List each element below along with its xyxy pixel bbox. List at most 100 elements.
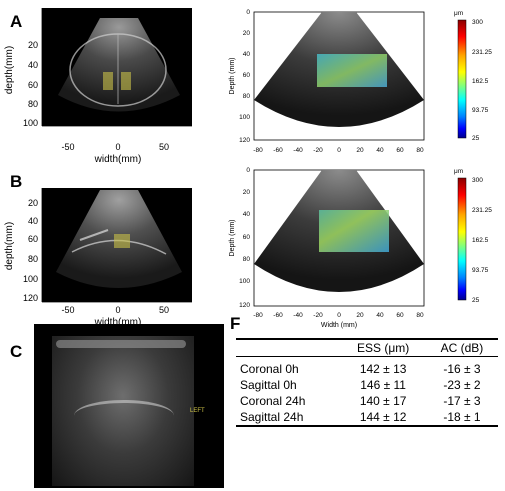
- panel-b-y-tick: 20: [28, 198, 38, 208]
- panel-a-y-tick: 40: [28, 60, 38, 70]
- panel-b-y-ticks: 20 40 60 80 100 120: [23, 198, 38, 303]
- panel-e-colorbar-tick: 162.5: [472, 237, 489, 244]
- panel-c-side-text: LEFT: [190, 408, 205, 414]
- panel-d-x-tick: -80: [253, 147, 263, 154]
- panel-a-ultrasound-plot: 20 40 60 80 100 -50 0 50 width(mm) depth…: [4, 8, 192, 165]
- table-row: Coronal 24h 140 ± 17 -17 ± 3: [236, 393, 498, 409]
- panel-label-f: F: [230, 314, 241, 333]
- panel-e-y-ticks: 0 20 40 60 80 100 120: [239, 167, 250, 309]
- panel-e-x-tick: -40: [293, 312, 303, 319]
- panel-b-x-ticks: -50 0 50: [61, 305, 169, 315]
- panel-d-colorbar-tick: 25: [472, 135, 480, 142]
- panel-label-c: C: [10, 342, 23, 361]
- panel-d-colorbar: [457, 19, 467, 139]
- panel-d-elastography-plot: 0 20 40 60 80 100 120 -80 -60 -40 -20 0 …: [229, 9, 492, 154]
- panel-e-y-tick: 20: [243, 189, 251, 196]
- table-header-cell: [236, 340, 340, 357]
- panel-a-x-tick: 0: [115, 142, 120, 152]
- table-cell-condition: Coronal 0h: [240, 362, 299, 376]
- table-cell-condition: Sagittal 24h: [240, 410, 304, 424]
- panel-d-x-tick: 0: [337, 147, 341, 154]
- panel-d-x-tick: 20: [356, 147, 364, 154]
- panel-e-colorbar-unit: μm: [454, 168, 463, 175]
- panel-e-elastography-plot: 0 20 40 60 80 100 120 -80 -60 -40 -20 0 …: [229, 167, 492, 329]
- panel-label-b: B: [10, 172, 23, 191]
- panel-d-x-tick: -60: [273, 147, 283, 154]
- panel-b-y-tick: 120: [23, 293, 38, 303]
- table-header-cell: AC (dB): [440, 341, 484, 355]
- panel-d-x-tick: -40: [293, 147, 303, 154]
- stats-table-wrapper: ESS (μm) AC (dB) Coronal 0h 142 ± 13 -16…: [236, 338, 498, 427]
- panel-a-y-label: depth(mm): [4, 46, 15, 94]
- panel-b-y-tick: 100: [23, 274, 38, 284]
- panel-b-y-tick: 60: [28, 234, 38, 244]
- panel-a-y-tick: 80: [28, 99, 38, 109]
- panel-d-roi-overlay: [317, 54, 387, 87]
- panel-d-x-tick: 80: [416, 147, 424, 154]
- panel-d-x-tick: 40: [376, 147, 384, 154]
- panel-e-colorbar-tick: 300: [472, 177, 483, 184]
- panel-b-y-label: depth(mm): [4, 222, 15, 270]
- panel-d-y-tick: 120: [239, 137, 250, 144]
- panel-e-y-tick: 100: [239, 278, 250, 285]
- panel-e-y-tick: 40: [243, 211, 251, 218]
- panel-e-x-tick: 80: [416, 312, 424, 319]
- panel-e-x-tick: 40: [376, 312, 384, 319]
- panel-e-x-tick: -60: [273, 312, 283, 319]
- table-cell-ac: -18 ± 1: [443, 410, 481, 424]
- panel-e-y-tick: 80: [243, 256, 251, 263]
- panel-d-x-ticks: -80 -60 -40 -20 0 20 40 60 80: [253, 147, 424, 154]
- table-row: Sagittal 0h 146 ± 11 -23 ± 2: [236, 377, 498, 393]
- table-row: Coronal 0h 142 ± 13 -16 ± 3: [236, 357, 498, 378]
- panel-b-y-tick: 40: [28, 216, 38, 226]
- panel-b-x-label: width(mm): [94, 317, 142, 328]
- panel-a-y-tick: 100: [23, 118, 38, 128]
- panel-e-y-tick: 0: [246, 167, 250, 174]
- panel-d-y-ticks: 0 20 40 60 80 100 120: [239, 9, 250, 144]
- table-cell-condition: Sagittal 0h: [240, 378, 297, 392]
- table-cell-ac: -17 ± 3: [443, 394, 481, 408]
- table-top-rule: [236, 338, 498, 340]
- panel-b-anatomy-line: [79, 229, 109, 241]
- table-cell-ess: 146 ± 11: [360, 378, 406, 392]
- table-cell-ess: 140 ± 17: [359, 394, 407, 408]
- panel-a-x-tick: 50: [159, 142, 169, 152]
- panel-d-y-tick: 80: [243, 93, 251, 100]
- panel-a-x-ticks: -50 0 50: [61, 142, 169, 152]
- panel-e-x-label: Width (mm): [321, 322, 357, 329]
- panel-e-colorbar-tick: 231.25: [472, 207, 492, 214]
- panel-d-colorbar-tick: 300: [472, 19, 483, 26]
- table-header-row: ESS (μm) AC (dB): [236, 340, 498, 357]
- panel-b-x-tick: 50: [159, 305, 169, 315]
- panel-a-roi-right: [121, 72, 131, 90]
- table-header-cell: ESS (μm): [357, 341, 410, 355]
- table-cell-ac: -23 ± 2: [443, 378, 481, 392]
- table-cell-ess: 144 ± 12: [359, 410, 407, 424]
- panel-e-x-ticks: -80 -60 -40 -20 0 20 40 60 80: [253, 312, 424, 319]
- panel-b-y-tick: 80: [28, 254, 38, 264]
- panel-d-colorbar-tick: 231.25: [472, 49, 492, 56]
- panel-e-colorbar-tick: 25: [472, 297, 480, 304]
- panel-d-y-tick: 0: [246, 9, 250, 16]
- panel-e-colorbar: [457, 177, 467, 301]
- panel-b-x-tick: -50: [61, 305, 74, 315]
- panel-e-x-tick: 20: [356, 312, 364, 319]
- table-cell-condition: Coronal 24h: [240, 394, 306, 408]
- panel-d-y-tick: 20: [243, 30, 251, 37]
- table-cell-ac: -16 ± 3: [443, 362, 481, 376]
- panel-a-x-tick: -50: [61, 142, 74, 152]
- panel-c-tissue-layer: [56, 340, 186, 348]
- panel-a-roi-left: [103, 72, 113, 90]
- panel-a-y-tick: 20: [28, 40, 38, 50]
- panel-d-colorbar-tick: 162.5: [472, 78, 489, 85]
- panel-e-y-label: Depth (mm): [229, 220, 236, 257]
- panel-c-ultrasound-image: LEFT: [34, 324, 224, 488]
- panel-d-colorbar-tick: 93.75: [472, 107, 489, 114]
- panel-d-x-tick: 60: [396, 147, 404, 154]
- panel-a-y-tick: 60: [28, 80, 38, 90]
- panel-a-y-ticks: 20 40 60 80 100: [23, 40, 38, 128]
- panel-d-y-tick: 100: [239, 114, 250, 121]
- panel-label-a: A: [10, 12, 23, 31]
- panel-e-y-tick: 60: [243, 234, 251, 241]
- panel-b-roi: [114, 234, 130, 248]
